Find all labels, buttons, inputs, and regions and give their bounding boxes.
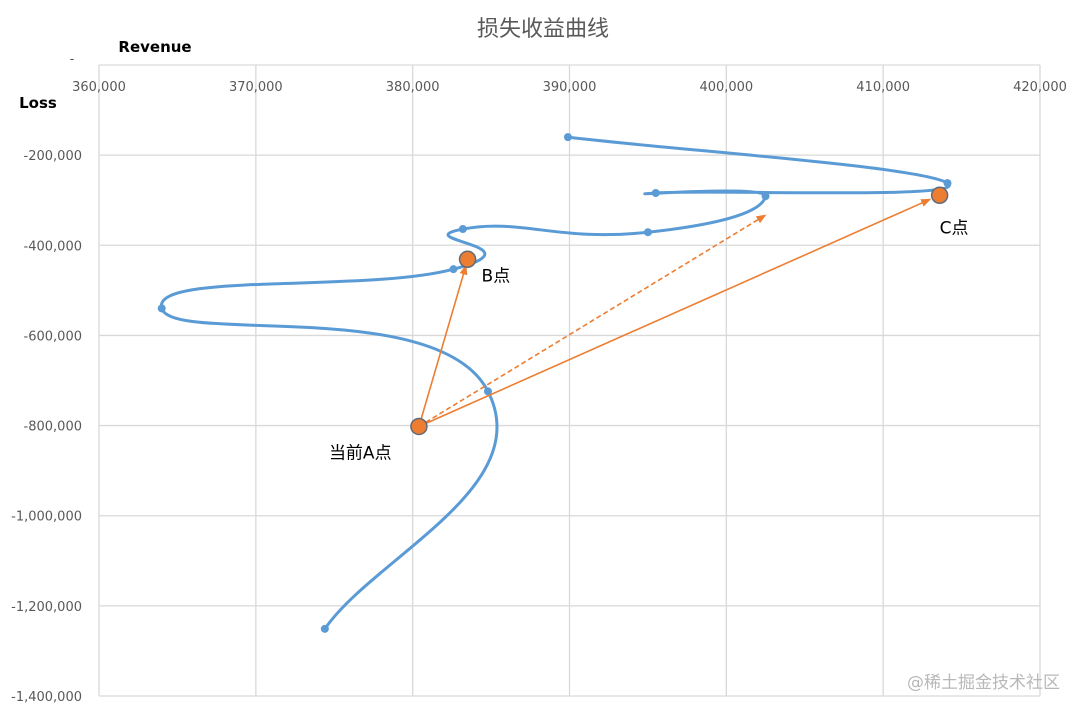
chart-title: 损失收益曲线 xyxy=(477,17,609,42)
x-axis-label: Revenue xyxy=(118,38,191,56)
y-tick-label: -1,000,000 xyxy=(11,510,82,525)
x-tick-label: 370,000 xyxy=(229,80,283,95)
point-label: C点 xyxy=(940,218,969,238)
y-tick-label: -1,200,000 xyxy=(11,600,82,615)
data-point xyxy=(483,387,492,396)
series xyxy=(157,133,952,633)
y-axis-label: Loss xyxy=(19,94,57,112)
point-label: 当前A点 xyxy=(329,443,392,463)
data-point xyxy=(320,624,329,633)
x-tick-label: 420,000 xyxy=(1013,80,1067,95)
tick-labels: 360,000 370,000 380,000 390,000 400,000 410,0… xyxy=(11,52,1067,705)
arrows xyxy=(418,198,932,428)
data-point xyxy=(651,189,660,198)
series-line xyxy=(160,135,951,631)
arrow-dashed xyxy=(418,214,767,428)
y-tick-label: -1,400,000 xyxy=(11,690,82,705)
data-point xyxy=(157,304,166,313)
data-point xyxy=(943,179,952,188)
data-point xyxy=(449,265,458,274)
y-tick-label: -200,000 xyxy=(24,149,82,164)
grid xyxy=(98,64,1041,697)
highlight-point xyxy=(458,250,477,269)
x-tick-label: 390,000 xyxy=(543,80,597,95)
y-tick-label: - xyxy=(70,52,75,67)
x-tick-label: 360,000 xyxy=(72,80,126,95)
x-tick-label: 410,000 xyxy=(856,80,910,95)
point-label: B点 xyxy=(482,266,511,286)
arrow-solid xyxy=(418,264,468,427)
data-point xyxy=(761,192,770,201)
data-point xyxy=(643,228,652,237)
highlight-point xyxy=(410,417,428,436)
x-tick-label: 400,000 xyxy=(699,80,753,95)
watermark: @稀土掘金技术社区 xyxy=(907,673,1060,693)
arrow-solid xyxy=(418,198,932,428)
y-tick-label: -600,000 xyxy=(24,329,82,344)
data-point xyxy=(563,133,572,142)
data-point xyxy=(458,225,467,234)
x-tick-label: 380,000 xyxy=(386,80,440,95)
y-tick-label: -400,000 xyxy=(24,239,82,254)
y-tick-label: -800,000 xyxy=(24,420,82,435)
highlight-point xyxy=(930,186,949,205)
highlight-points: 当前A点 B点 C点 xyxy=(329,186,969,463)
